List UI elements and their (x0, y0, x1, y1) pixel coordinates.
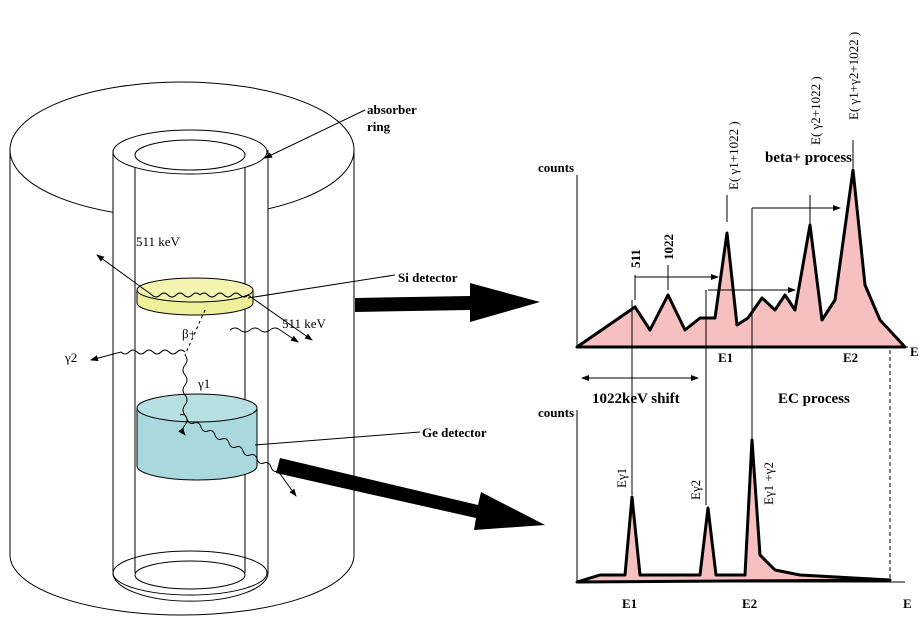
photon-tracks (90, 254, 313, 497)
x-label: E2 (843, 350, 858, 365)
label: absorber (367, 102, 417, 117)
title: EC process (778, 391, 850, 407)
peak-label: Eγ1 (614, 468, 629, 488)
axis-label: E (903, 596, 912, 611)
title: beta+ process (765, 150, 852, 166)
peak-label: E( γ2+1022 ) (808, 76, 823, 145)
label: 511 keV (282, 316, 327, 331)
x-label: E1 (622, 596, 637, 611)
ge-detector (136, 393, 258, 481)
axis-label: counts (538, 405, 574, 420)
si-detector (136, 277, 254, 316)
x-label: E2 (742, 596, 757, 611)
cylinder (9, 81, 355, 616)
peak-label: 511 (628, 249, 643, 268)
label: Si detector (398, 270, 458, 285)
label: γ2 (64, 350, 77, 365)
axis-label: E (910, 344, 919, 359)
label: 1022keV shift (592, 391, 680, 407)
pointers (247, 109, 421, 446)
x-label: E1 (718, 350, 733, 365)
peak-label: 1022 (661, 234, 676, 260)
peak-label: E( γ1+γ2+1022 ) (846, 32, 861, 120)
label: Ge detector (422, 425, 487, 440)
peak-label: E( γ1+1022 ) (726, 121, 741, 190)
bottom-spectrum (575, 208, 905, 584)
label: 511 keV (136, 234, 181, 249)
arrow (276, 458, 545, 530)
axis-label: counts (538, 160, 574, 175)
top-spectrum (575, 140, 908, 349)
arrow (355, 283, 540, 322)
peak-label: Eγ1 +γ2 (761, 462, 776, 505)
peak-label: Eγ2 (688, 480, 703, 500)
label: β+ (182, 326, 196, 341)
label: γ1 (197, 376, 210, 391)
label: ring (367, 119, 391, 134)
